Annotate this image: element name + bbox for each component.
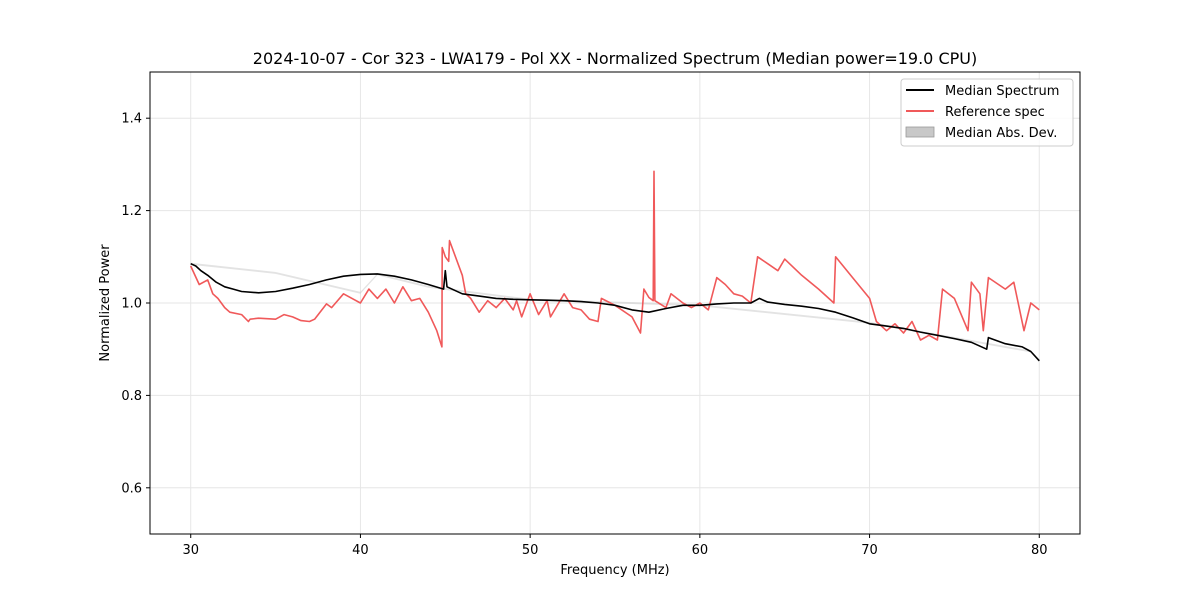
y-tick-label: 0.8	[121, 389, 142, 404]
y-tick-label: 0.6	[121, 481, 142, 496]
x-tick-label: 30	[182, 543, 199, 558]
legend-box	[900, 78, 1074, 147]
median-spectrum-line	[190, 262, 1040, 362]
x-tick-label: 70	[861, 543, 878, 558]
legend-label-reference: Reference spec	[945, 105, 1045, 120]
legend-swatch-mad	[905, 126, 935, 138]
legend: Median Spectrum Reference spec Median Ab…	[900, 78, 1074, 147]
chart-title: 2024-10-07 - Cor 323 - LWA179 - Pol XX -…	[253, 49, 977, 68]
mad-band	[190, 262, 1040, 363]
x-tick-label: 50	[522, 543, 539, 558]
legend-label-mad: Median Abs. Dev.	[945, 126, 1057, 141]
x-axis-label: Frequency (MHz)	[560, 563, 669, 578]
x-tick-label: 80	[1031, 543, 1048, 558]
y-axis-ticks: 0.6 0.8 1.0 1.2 1.4	[121, 112, 150, 496]
series-layer	[189, 170, 1040, 362]
mad-band-layer	[190, 262, 1040, 363]
x-tick-label: 60	[692, 543, 709, 558]
y-tick-label: 1.2	[121, 204, 142, 219]
y-tick-label: 1.4	[121, 112, 142, 127]
x-tick-label: 40	[352, 543, 369, 558]
y-axis-label: Normalized Power	[98, 244, 113, 362]
legend-label-median: Median Spectrum	[945, 84, 1059, 99]
x-axis-ticks: 30 40 50 60 70 80	[182, 534, 1048, 558]
y-tick-label: 1.0	[121, 297, 142, 312]
